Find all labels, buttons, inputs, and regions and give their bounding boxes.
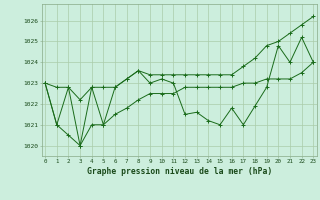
X-axis label: Graphe pression niveau de la mer (hPa): Graphe pression niveau de la mer (hPa) [87, 167, 272, 176]
